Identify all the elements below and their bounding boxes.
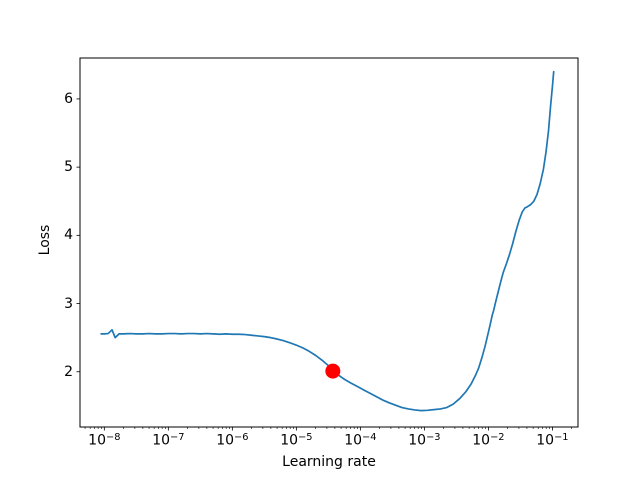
y-tick-label: 3: [64, 295, 73, 312]
x-axis-label: Learning rate: [282, 454, 376, 470]
x-tick-label: 10−2: [472, 432, 505, 449]
x-tick-label: 10−4: [344, 432, 377, 449]
y-tick-label: 2: [64, 363, 73, 380]
x-tick-label: 10−8: [88, 432, 121, 449]
y-tick-label: 4: [64, 227, 73, 244]
x-tick-label: 10−6: [216, 432, 249, 449]
x-tick-label: 10−5: [280, 432, 313, 449]
x-tick-label: 10−3: [408, 432, 441, 449]
plot-border: [79, 57, 579, 428]
y-tick-label: 6: [64, 90, 73, 107]
y-tick-label: 5: [64, 159, 73, 176]
x-tick-label: 10−1: [536, 432, 569, 449]
suggested-lr-point: [325, 363, 341, 379]
x-tick-label: 10−7: [152, 432, 185, 449]
loss-curve: [100, 70, 555, 412]
